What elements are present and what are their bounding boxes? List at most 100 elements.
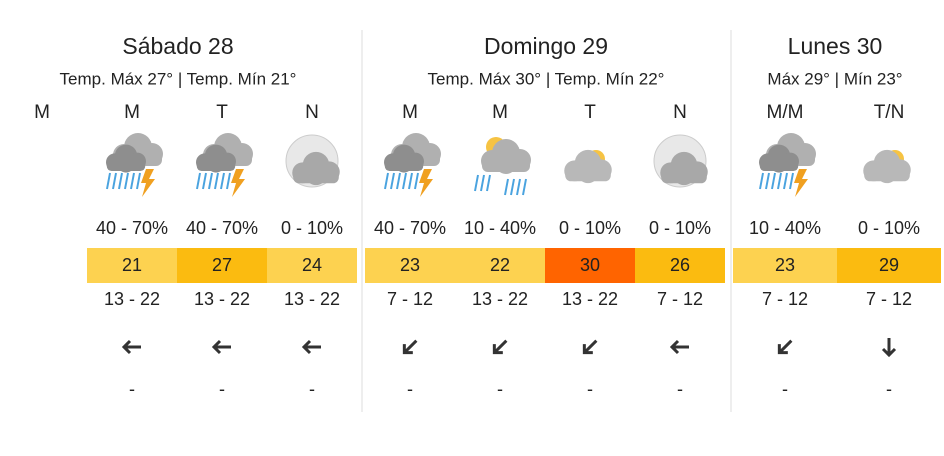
wind-range: 13 - 22 bbox=[194, 289, 250, 309]
rain-chance: 40 - 70% bbox=[374, 218, 446, 238]
period-label: T/N bbox=[874, 102, 905, 123]
temp-cell bbox=[177, 248, 267, 283]
rain-drop bbox=[402, 172, 407, 190]
period-label: M bbox=[402, 102, 418, 123]
lightning bbox=[419, 169, 433, 197]
day-title: Lunes 30 bbox=[788, 33, 883, 59]
temperature: 23 bbox=[400, 255, 420, 275]
arrow-shape bbox=[492, 339, 508, 355]
temperature: 29 bbox=[879, 255, 899, 275]
rain-drop bbox=[226, 172, 231, 190]
temperature: 22 bbox=[490, 255, 510, 275]
arrow-shape bbox=[402, 339, 418, 355]
rain-drop bbox=[510, 178, 515, 196]
weather-icon bbox=[653, 134, 708, 188]
wind-arrow bbox=[211, 339, 231, 355]
cloud-part bbox=[384, 160, 424, 171]
gust: - bbox=[677, 379, 683, 399]
arrow-shape bbox=[211, 339, 231, 355]
rain-drop bbox=[783, 172, 788, 190]
cloud-part bbox=[482, 159, 530, 172]
period-label: T bbox=[584, 102, 596, 123]
rain-drop bbox=[390, 172, 395, 190]
arrow-shape bbox=[669, 339, 689, 355]
weather-icon bbox=[285, 134, 340, 188]
temperature: 24 bbox=[302, 255, 322, 275]
gust: - bbox=[497, 379, 503, 399]
cloud-part bbox=[565, 168, 611, 182]
wind-arrow bbox=[121, 339, 141, 355]
rain-chance: 0 - 10% bbox=[281, 218, 343, 238]
cloud-part bbox=[196, 160, 236, 171]
rain-drop bbox=[486, 174, 491, 192]
rain-drop bbox=[196, 172, 201, 190]
wind-range: 7 - 12 bbox=[657, 289, 703, 309]
weather-icon bbox=[474, 137, 531, 196]
rain-drop bbox=[124, 172, 129, 190]
temperature: 23 bbox=[775, 255, 795, 275]
wind-arrow bbox=[582, 339, 598, 355]
weather-icon bbox=[863, 149, 911, 184]
rain-drop bbox=[777, 172, 782, 190]
day-title: Sábado 28 bbox=[122, 33, 233, 59]
arrow-shape bbox=[881, 338, 897, 358]
gust: - bbox=[782, 379, 788, 399]
wind-arrow bbox=[492, 339, 508, 355]
rain-drop bbox=[522, 178, 527, 196]
rain-chance: 10 - 40% bbox=[749, 218, 821, 238]
lightning bbox=[141, 169, 155, 197]
rain-drop bbox=[789, 172, 794, 190]
wind-arrow bbox=[402, 339, 418, 355]
rain-drop bbox=[516, 178, 521, 196]
gust: - bbox=[219, 379, 225, 399]
arrow-shape bbox=[777, 339, 793, 355]
weather-icon bbox=[759, 133, 816, 197]
rain-drop bbox=[504, 178, 509, 196]
wind-arrow bbox=[777, 339, 793, 355]
period-label: N bbox=[673, 102, 687, 123]
wind-range: 13 - 22 bbox=[284, 289, 340, 309]
rain-drop bbox=[106, 172, 111, 190]
rain-chance: 40 - 70% bbox=[186, 218, 258, 238]
period-label: T bbox=[216, 102, 228, 123]
wind-range: 13 - 22 bbox=[104, 289, 160, 309]
rain-drop bbox=[214, 172, 219, 190]
wind-arrow bbox=[669, 339, 689, 355]
rain-drop bbox=[384, 172, 389, 190]
temp-cell bbox=[733, 248, 837, 283]
period-label: M bbox=[34, 102, 50, 123]
rain-drop bbox=[220, 172, 225, 190]
gust: - bbox=[407, 379, 413, 399]
cloud-part bbox=[106, 160, 146, 171]
rain-drop bbox=[202, 172, 207, 190]
rain-drop bbox=[771, 172, 776, 190]
wind-range: 13 - 22 bbox=[562, 289, 618, 309]
arrow-shape bbox=[582, 339, 598, 355]
weather-icon bbox=[384, 133, 441, 197]
day-title: Domingo 29 bbox=[484, 33, 608, 59]
rain-chance: 0 - 10% bbox=[559, 218, 621, 238]
day-summary: Máx 29° | Mín 23° bbox=[767, 69, 902, 88]
temp-cell bbox=[455, 248, 545, 283]
rain-drop bbox=[112, 172, 117, 190]
cloud-part bbox=[759, 160, 799, 171]
wind-arrow bbox=[881, 338, 897, 358]
temp-cell bbox=[267, 248, 357, 283]
lightning bbox=[794, 169, 808, 197]
temperature: 30 bbox=[580, 255, 600, 275]
gust: - bbox=[129, 379, 135, 399]
rain-chance: 0 - 10% bbox=[649, 218, 711, 238]
rain-drop bbox=[759, 172, 764, 190]
rain-chance: 40 - 70% bbox=[96, 218, 168, 238]
rain-drop bbox=[414, 172, 419, 190]
cloud-part bbox=[661, 170, 707, 184]
temp-cell bbox=[87, 248, 177, 283]
wind-range: 7 - 12 bbox=[866, 289, 912, 309]
day-summary: Temp. Máx 30° | Temp. Mín 22° bbox=[428, 69, 665, 88]
period-label: M/M bbox=[767, 102, 804, 123]
temp-cell bbox=[365, 248, 455, 283]
temp-cell bbox=[837, 248, 941, 283]
weather-icon bbox=[564, 149, 612, 184]
rain-drop bbox=[474, 174, 479, 192]
